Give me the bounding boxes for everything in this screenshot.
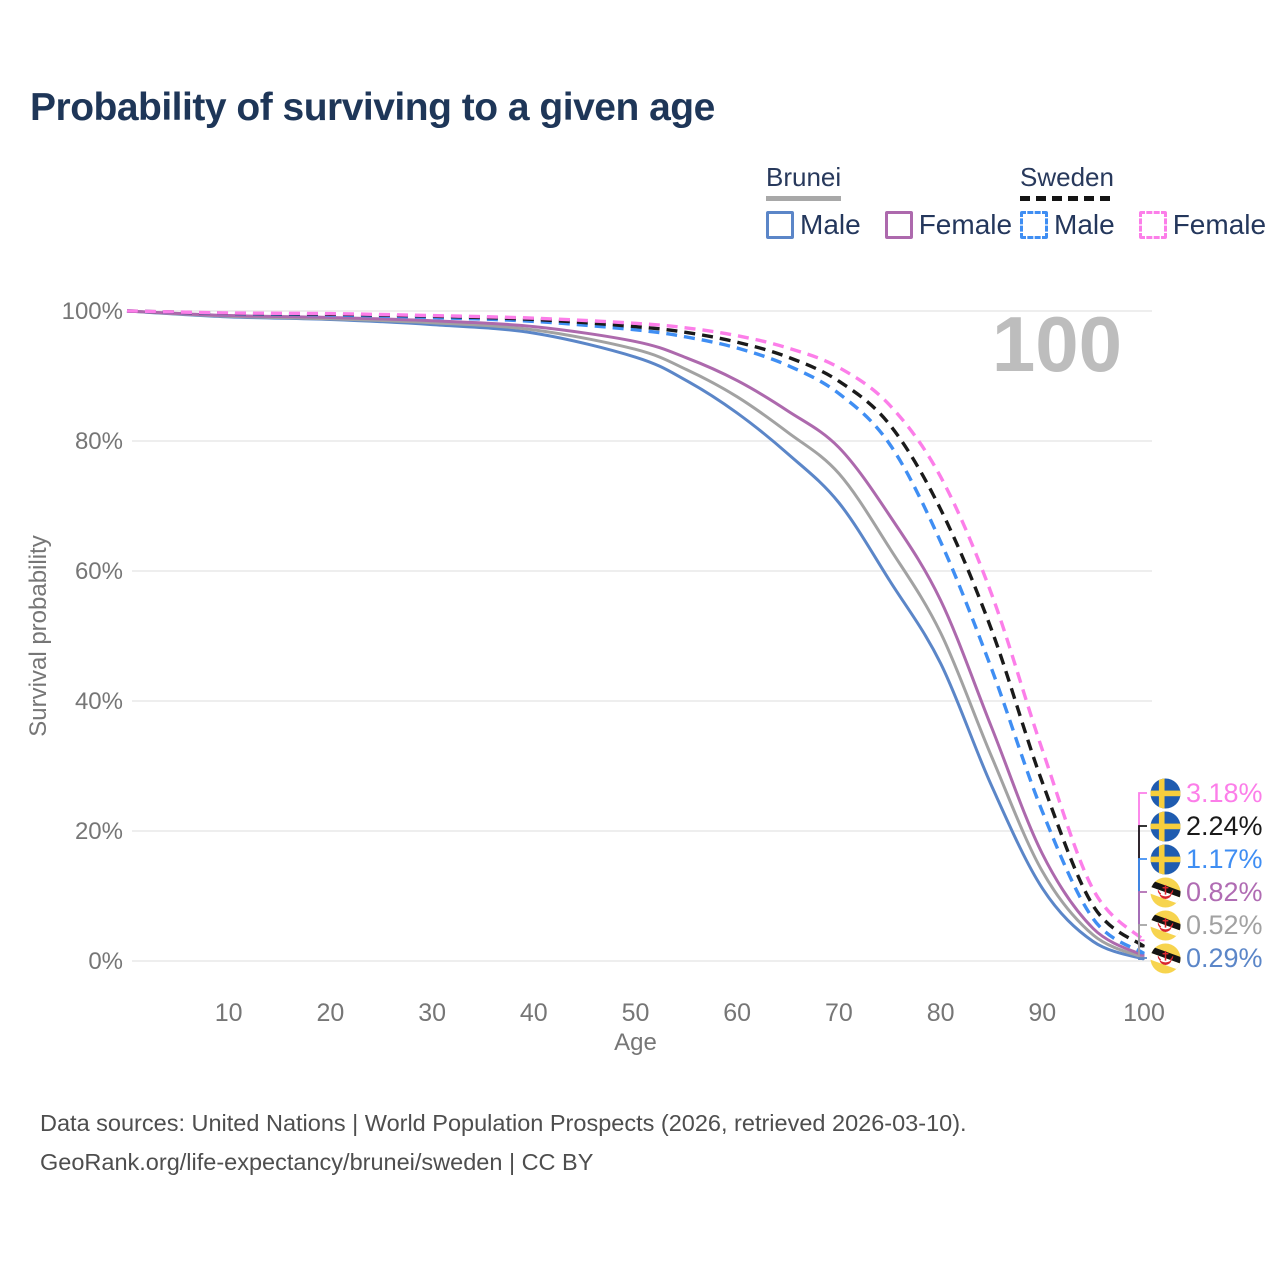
sweden-flag-icon <box>1150 811 1181 842</box>
sweden-dashed-line-swatch <box>1020 196 1114 201</box>
x-tick-label: 40 <box>520 999 548 1027</box>
end-label-row-brunei: 0.29% <box>1150 942 1263 975</box>
brunei-flag-icon <box>1150 943 1181 974</box>
curve-brunei-both-sexes <box>126 309 1145 960</box>
x-tick-label: 90 <box>1028 999 1056 1027</box>
end-label-leader <box>1138 891 1147 957</box>
legend-group-sweden: Sweden Male Female <box>1020 162 1266 241</box>
end-label-value: 0.52% <box>1186 909 1263 940</box>
end-label-value: 3.18% <box>1186 777 1263 808</box>
legend-label-sweden-male: Male <box>1054 209 1115 240</box>
x-tick-label: 60 <box>723 999 751 1027</box>
curve-sweden-female <box>126 309 1146 942</box>
legend-country-sweden: Sweden <box>1020 162 1114 192</box>
end-label-row-sweden: 1.17% <box>1150 843 1263 876</box>
legend-item-sweden-male[interactable]: Male <box>1020 209 1115 241</box>
y-tick-label: 80% <box>75 428 123 455</box>
legend-items-sweden: Male Female <box>1020 209 1266 241</box>
age-counter-watermark: 100 <box>992 300 1122 388</box>
x-tick-label: 10 <box>215 999 243 1027</box>
legend-label-brunei-male: Male <box>800 209 861 240</box>
x-tick-label: 30 <box>418 999 446 1027</box>
x-axis-title: Age <box>614 1029 657 1056</box>
end-label-row-sweden: 2.24% <box>1150 810 1263 843</box>
end-label-value: 2.24% <box>1186 810 1263 841</box>
legend-head-sweden: Sweden <box>1020 162 1114 201</box>
brunei-female-swatch-icon <box>884 211 913 239</box>
legend-country-brunei: Brunei <box>766 162 842 192</box>
footer: Data sources: United Nations | World Pop… <box>40 1104 967 1183</box>
y-tick-label: 40% <box>75 688 123 715</box>
curve-sweden-male <box>126 309 1145 955</box>
brunei-flag-icon <box>1150 877 1181 908</box>
end-label-value: 1.17% <box>1186 843 1263 874</box>
y-tick-label: 20% <box>75 818 123 845</box>
end-label-value: 0.82% <box>1186 876 1263 907</box>
sweden-flag-icon <box>1150 778 1181 809</box>
page-title: Probability of surviving to a given age <box>30 86 715 129</box>
end-label-row-sweden: 3.18% <box>1150 777 1263 810</box>
end-label-row-brunei: 0.82% <box>1150 876 1263 909</box>
y-tick-label: 0% <box>88 948 123 975</box>
curve-brunei-male <box>126 309 1145 961</box>
legend-item-brunei-female[interactable]: Female <box>884 209 1013 241</box>
brunei-male-swatch-icon <box>766 211 794 239</box>
sweden-flag-icon <box>1150 844 1181 875</box>
curve-brunei-female <box>126 309 1145 958</box>
sweden-female-swatch-icon <box>1138 211 1167 239</box>
legend-items-brunei: Male Female <box>766 209 1012 241</box>
curve-sweden-both-sexes <box>126 309 1146 948</box>
y-tick-label: 100% <box>62 298 123 325</box>
end-label-leader <box>1138 792 1147 942</box>
legend-item-sweden-female[interactable]: Female <box>1138 209 1267 241</box>
legend-item-brunei-male[interactable]: Male <box>766 209 861 241</box>
legend-head-brunei: Brunei <box>766 162 842 201</box>
legend-label-sweden-female: Female <box>1172 209 1267 240</box>
y-tick-label: 60% <box>75 558 123 585</box>
sweden-male-swatch-icon <box>1020 211 1048 239</box>
end-label-leader <box>1138 858 1147 955</box>
x-tick-label: 80 <box>927 999 955 1027</box>
brunei-solid-line-swatch <box>766 196 842 201</box>
x-tick-label: 70 <box>825 999 853 1027</box>
x-tick-label: 100 <box>1123 999 1165 1027</box>
legend-label-brunei-female: Female <box>918 209 1013 240</box>
end-label-row-brunei: 0.52% <box>1150 909 1263 942</box>
brunei-flag-icon <box>1150 910 1181 941</box>
x-tick-label: 20 <box>316 999 344 1027</box>
legend-group-brunei: Brunei Male Female <box>766 162 1012 241</box>
y-axis-title: Survival probability <box>25 535 52 736</box>
end-label-value: 0.29% <box>1186 942 1263 973</box>
x-tick-label: 50 <box>622 999 650 1027</box>
end-label-leader <box>1138 957 1147 961</box>
footer-data-sources: Data sources: United Nations | World Pop… <box>40 1110 967 1136</box>
footer-attribution: GeoRank.org/life-expectancy/brunei/swede… <box>40 1149 594 1176</box>
end-label-leader <box>1138 924 1147 959</box>
end-label-leader <box>1138 825 1147 948</box>
